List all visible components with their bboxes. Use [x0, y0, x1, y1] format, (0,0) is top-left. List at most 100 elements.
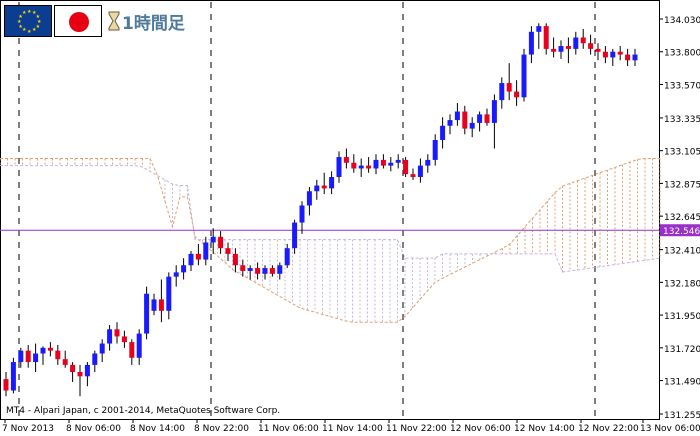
candle-body	[158, 299, 164, 311]
candle-body	[321, 185, 327, 189]
candle-body	[602, 51, 608, 58]
candle-body	[477, 114, 483, 123]
x-tick-label: 12 Nov 06:00	[450, 424, 511, 434]
candle-body	[299, 205, 305, 223]
candle-body	[40, 347, 46, 354]
candle-body	[47, 347, 53, 351]
candle-body	[573, 37, 579, 49]
chart-header: ★ ★ ★ ★ ★ ★ ★ ★ ★ ★ ★ ★ 1時間足	[4, 4, 185, 38]
y-tick-label: 132.180	[664, 279, 700, 289]
candle-body	[166, 276, 172, 311]
candle-body	[262, 268, 268, 274]
candle-body	[454, 111, 460, 121]
eu-flag-icon: ★ ★ ★ ★ ★ ★ ★ ★ ★ ★ ★ ★	[4, 5, 52, 37]
candle-body	[225, 248, 231, 254]
candle-body	[388, 162, 394, 166]
candle-body	[188, 253, 194, 266]
candle-body	[77, 372, 83, 377]
candle-body	[410, 174, 416, 177]
copyright-text: MT4 - Alpari Japan, c 2001-2014, MetaQuo…	[6, 406, 280, 416]
candle-body	[551, 48, 557, 52]
candle-body	[62, 359, 68, 365]
candle-body	[10, 362, 16, 391]
candle-body	[380, 159, 386, 166]
candle-body	[403, 159, 409, 175]
y-tick-label: 132.875	[664, 180, 700, 190]
candle-body	[373, 159, 379, 169]
candle-body	[565, 46, 571, 49]
candle-body	[336, 157, 342, 177]
candle-body	[84, 364, 90, 377]
candle-body	[218, 236, 224, 249]
candle-body	[521, 54, 527, 98]
hourglass-icon	[108, 11, 120, 31]
candle-body	[395, 159, 401, 163]
candle-body	[625, 54, 631, 61]
candle-body	[469, 122, 475, 129]
candle-body	[3, 379, 9, 391]
candle-body	[255, 268, 261, 274]
candle-body	[447, 120, 453, 126]
y-tick-label: 131.255	[664, 411, 700, 421]
candle-body	[329, 177, 335, 189]
candle-body	[343, 157, 349, 163]
candle-body	[499, 83, 505, 101]
current-price-badge	[660, 224, 700, 237]
candle-body	[25, 350, 31, 363]
candle-body	[514, 91, 520, 98]
candle-body	[543, 26, 549, 49]
candle-body	[292, 222, 298, 249]
candle-body	[18, 350, 24, 363]
candle-body	[432, 139, 438, 160]
y-tick-label: 132.410	[664, 247, 700, 257]
candle-body	[351, 162, 357, 169]
candle-body	[136, 333, 142, 358]
x-tick-label: 7 Nov 2013	[2, 424, 54, 434]
candle-body	[70, 364, 76, 373]
y-tick-label: 131.490	[664, 378, 700, 388]
senkou-span-a	[0, 157, 660, 323]
candle-body	[491, 100, 497, 123]
candle-body	[33, 353, 39, 363]
candle-body	[588, 43, 594, 49]
candle-body	[121, 336, 127, 343]
candle-body	[107, 329, 113, 344]
candle-body	[151, 299, 157, 311]
candle-body	[506, 83, 512, 92]
candle-body	[366, 165, 372, 169]
candle-body	[417, 165, 423, 177]
candle-body	[203, 242, 209, 260]
x-tick-label: 8 Nov 22:00	[194, 424, 249, 434]
candle-body	[462, 111, 468, 129]
candle-body	[536, 26, 542, 32]
candle-body	[173, 272, 179, 277]
y-tick-label: 132.645	[664, 213, 700, 223]
candle-body	[484, 114, 490, 123]
candle-body	[195, 253, 201, 260]
candle-body	[580, 37, 586, 44]
candle-body	[232, 253, 238, 266]
y-tick-label: 134.030	[664, 16, 700, 26]
y-tick-label: 133.335	[664, 115, 700, 125]
x-tick-label: 13 Nov 06:00	[640, 424, 700, 434]
candle-body	[181, 265, 187, 273]
candle-body	[425, 159, 431, 166]
candle-body	[277, 265, 283, 274]
candle-body	[528, 31, 534, 55]
x-tick-label: 12 Nov 22:00	[578, 424, 639, 434]
x-tick-label: 11 Nov 14:00	[322, 424, 383, 434]
candle-body	[114, 329, 120, 337]
senkou-span-b	[0, 165, 661, 273]
candle-body	[55, 350, 61, 360]
candle-body	[92, 353, 98, 365]
candle-body	[440, 125, 446, 140]
timeframe-indicator: 1時間足	[108, 9, 185, 34]
y-tick-label: 133.800	[664, 49, 700, 59]
candle-body	[269, 268, 275, 274]
timeframe-label: 1時間足	[122, 13, 185, 34]
y-tick-label: 131.720	[664, 345, 700, 355]
y-tick-label: 131.950	[664, 312, 700, 322]
candle-body	[617, 51, 623, 55]
